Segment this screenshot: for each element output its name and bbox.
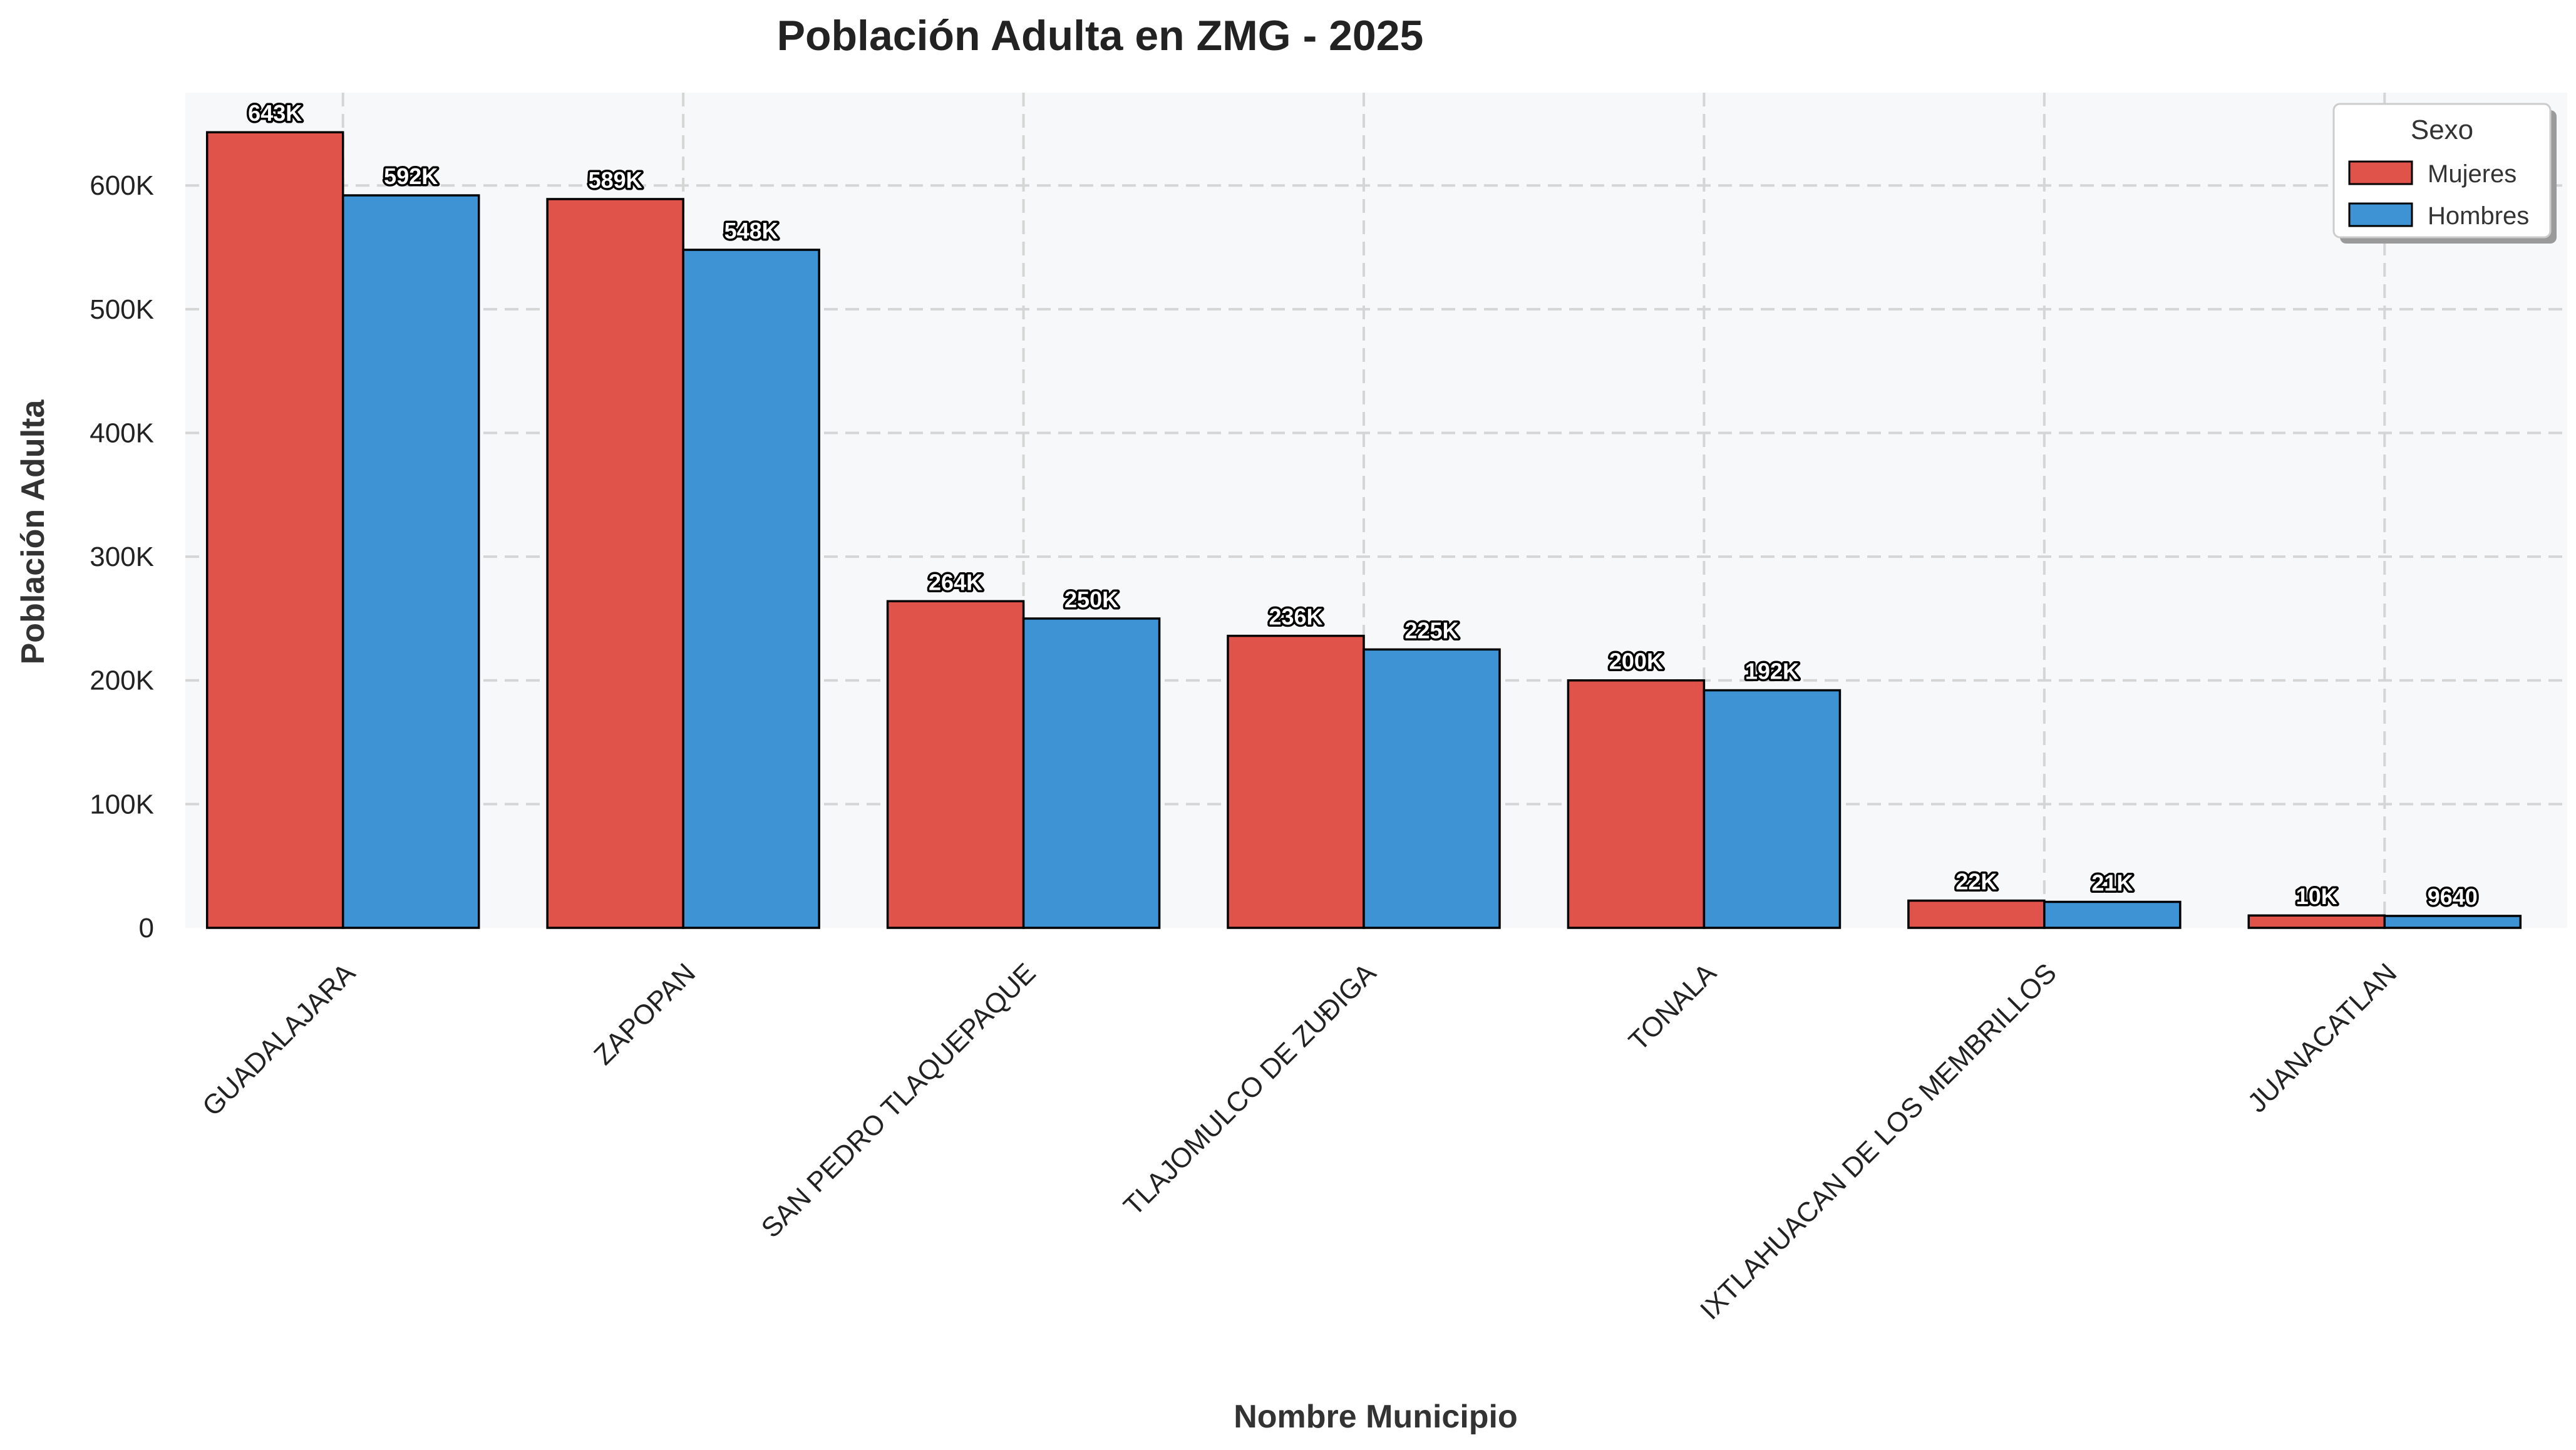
data-label: 548K (724, 218, 778, 244)
data-label: 225K (1404, 617, 1458, 643)
y-tick-label: 300K (90, 542, 154, 572)
plot-area: 0 100K 200K 300K 400K 500K 600K 643K 589K 264K 236… (90, 93, 2567, 1325)
x-axis-label: Nombre Municipio (1234, 1399, 1518, 1435)
x-tick-label: IXTLAHUACAN DE LOS MEMBRILLOS (1694, 957, 2063, 1325)
x-tick-label: JUANACATLAN (2242, 957, 2403, 1118)
x-tick-label: GUADALAJARA (197, 957, 361, 1122)
y-tick-label: 500K (90, 294, 154, 325)
y-tick-label: 600K (90, 170, 154, 201)
x-tick-label: ZAPOPAN (588, 957, 701, 1071)
data-label: 9640 (2428, 884, 2478, 910)
data-label: 264K (929, 569, 982, 595)
data-label: 200K (1609, 649, 1663, 674)
bar-hombres-6 (2043, 900, 2182, 929)
x-tick-label: TLAJOMULCO DE ZUÐIGA (1118, 957, 1382, 1221)
chart-title: Población Adulta en ZMG - 2025 (777, 12, 1424, 59)
bar-hombres-7 (2383, 915, 2522, 929)
bar-hombres-3 (1022, 617, 1161, 929)
data-label: 250K (1064, 587, 1118, 612)
legend-swatch-hombres (2348, 202, 2413, 227)
bar-hombres-4 (1363, 648, 1501, 929)
x-tick-label: SAN PEDRO TLAQUEPAQUE (756, 957, 1042, 1243)
bar-mujeres-7 (2247, 914, 2386, 929)
legend-label-hombres: Hombres (2428, 202, 2529, 230)
bar-mujeres-2 (546, 198, 684, 929)
data-label: 21K (2091, 870, 2133, 895)
bar-hombres-5 (1703, 689, 1842, 929)
y-tick-label: 400K (90, 418, 154, 448)
bar-mujeres-1 (205, 131, 344, 929)
bar-mujeres-5 (1567, 679, 1706, 929)
data-label: 643K (248, 100, 302, 126)
y-axis-label: Población Adulta (15, 399, 51, 665)
y-tick-label: 100K (90, 789, 154, 820)
bar-hombres-1 (341, 194, 480, 929)
bar-hombres-2 (682, 249, 820, 929)
data-label: 236K (1269, 604, 1322, 630)
legend-title: Sexo (2411, 115, 2473, 145)
legend-label-mujeres: Mujeres (2428, 160, 2517, 188)
data-label: 592K (384, 163, 438, 189)
legend-swatch-mujeres (2348, 160, 2413, 185)
data-label: 22K (1955, 869, 1997, 895)
data-label: 589K (589, 167, 642, 193)
data-label: 10K (2296, 883, 2337, 909)
data-label: 192K (1745, 659, 1799, 684)
bar-mujeres-4 (1227, 634, 1365, 929)
bar-mujeres-6 (1907, 899, 2046, 929)
y-tick-label: 200K (90, 666, 154, 696)
y-tick-label: 0 (139, 913, 154, 944)
legend: Sexo Mujeres Hombres (2332, 103, 2557, 244)
x-tick-label: TONALA (1623, 957, 1723, 1057)
bar-mujeres-3 (886, 600, 1025, 929)
